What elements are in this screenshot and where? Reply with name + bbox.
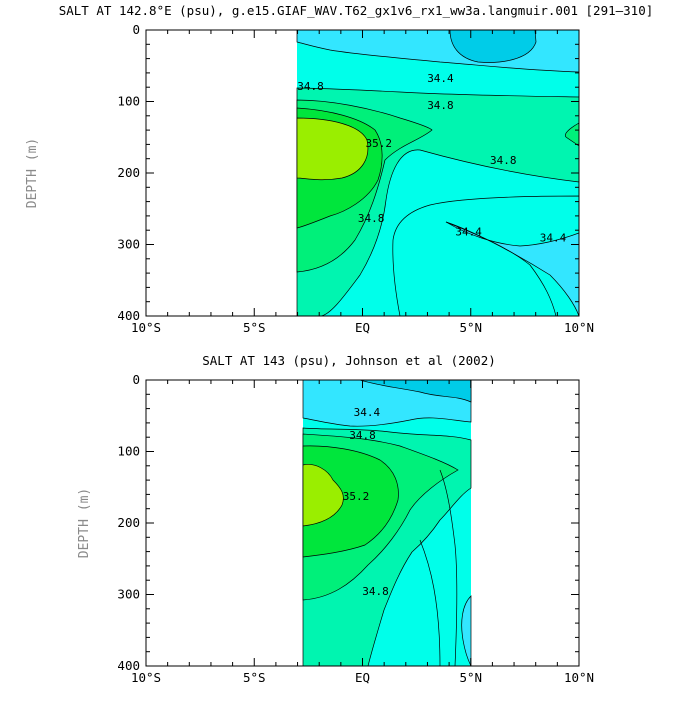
y-tick-label: 300 bbox=[117, 237, 140, 252]
x-tick-label: 10°N bbox=[564, 670, 594, 685]
y-tick-label: 400 bbox=[117, 308, 140, 323]
y-axis-label-model: DEPTH (m) bbox=[25, 138, 40, 208]
contour-label-model: 34.4 bbox=[540, 231, 567, 244]
salinity-region-lt-34-2-surface-obs bbox=[359, 380, 472, 403]
x-tick-label: EQ bbox=[355, 670, 370, 685]
contour-line-observed-deep-2 bbox=[439, 469, 458, 666]
contour-label-model: 34.8 bbox=[297, 80, 324, 93]
y-tick-label: 0 bbox=[132, 372, 140, 387]
contour-label-observed: 35.2 bbox=[343, 490, 370, 503]
x-tick-label: EQ bbox=[355, 320, 370, 335]
x-tick-label: 5°S bbox=[243, 320, 266, 335]
contour-fill-observed bbox=[302, 380, 472, 666]
contour-label-observed: 34.8 bbox=[362, 585, 389, 598]
chart-panel-observed: SALT AT 143 (psu), Johnson et al (2002) … bbox=[77, 353, 594, 685]
y-tick-label: 100 bbox=[117, 444, 140, 459]
axes-observed: 10°S 5°S EQ 5°N 10°N 0 100 200 300 400 bbox=[117, 372, 594, 685]
contour-labels-observed: 34.4 34.8 35.2 34.8 bbox=[343, 406, 389, 598]
x-tick-label: 10°N bbox=[564, 320, 594, 335]
contour-label-model: 34.8 bbox=[490, 154, 517, 167]
contour-label-observed: 34.8 bbox=[349, 429, 376, 442]
chart-title-model: SALT AT 142.8°E (psu), g.e15.GIAF_WAV.T6… bbox=[59, 3, 654, 18]
salinity-region-lt-34-2-surface bbox=[449, 30, 537, 63]
x-tick-label: 5°S bbox=[243, 670, 266, 685]
contour-fill-model bbox=[296, 30, 579, 316]
x-tick-label: 10°S bbox=[131, 320, 161, 335]
contour-line-model-deep bbox=[445, 221, 557, 316]
y-tick-label: 200 bbox=[117, 515, 140, 530]
y-tick-label: 0 bbox=[132, 22, 140, 37]
salinity-region-34-2-34-4-east-obs bbox=[461, 595, 472, 666]
contour-line-observed-deep bbox=[419, 539, 441, 666]
contour-label-model: 35.2 bbox=[365, 137, 392, 150]
contour-label-model: 34.4 bbox=[427, 72, 454, 85]
x-tick-label: 10°S bbox=[131, 670, 161, 685]
salinity-region-gt-35-2 bbox=[296, 117, 369, 181]
contour-labels-model: 34.8 34.4 34.8 35.2 34.8 34.8 34.4 34.4 bbox=[297, 72, 566, 244]
contour-label-model: 34.8 bbox=[427, 99, 454, 112]
contour-label-model: 34.4 bbox=[455, 226, 482, 239]
chart-title-observed: SALT AT 143 (psu), Johnson et al (2002) bbox=[202, 353, 496, 368]
contour-label-model: 34.8 bbox=[358, 212, 385, 225]
chart-panel-model: SALT AT 142.8°E (psu), g.e15.GIAF_WAV.T6… bbox=[25, 3, 653, 335]
x-tick-label: 5°N bbox=[459, 320, 482, 335]
axes-model: 10°S 5°S EQ 5°N 10°N 0 100 200 300 400 bbox=[117, 22, 594, 335]
y-tick-label: 200 bbox=[117, 165, 140, 180]
salinity-region-gt-35-2-obs bbox=[302, 464, 344, 527]
y-tick-label: 400 bbox=[117, 658, 140, 673]
salinity-region-34-4-34-6-deep bbox=[392, 195, 579, 316]
x-tick-label: 5°N bbox=[459, 670, 482, 685]
y-tick-label: 100 bbox=[117, 94, 140, 109]
contour-label-observed: 34.4 bbox=[354, 406, 381, 419]
y-axis-label-observed: DEPTH (m) bbox=[77, 488, 92, 558]
y-tick-label: 300 bbox=[117, 587, 140, 602]
